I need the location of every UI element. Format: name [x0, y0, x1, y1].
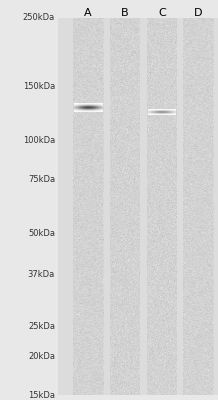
- Text: 50kDa: 50kDa: [28, 229, 55, 238]
- Bar: [183, 18, 213, 395]
- Bar: [147, 18, 177, 395]
- Text: 100kDa: 100kDa: [23, 136, 55, 145]
- Text: C: C: [158, 8, 166, 18]
- Text: 75kDa: 75kDa: [28, 175, 55, 184]
- Bar: [58, 18, 218, 395]
- Text: 25kDa: 25kDa: [28, 322, 55, 331]
- Text: D: D: [194, 8, 202, 18]
- Bar: [73, 18, 103, 395]
- Text: 250kDa: 250kDa: [23, 14, 55, 22]
- Text: 150kDa: 150kDa: [23, 82, 55, 91]
- Text: 37kDa: 37kDa: [28, 270, 55, 278]
- Text: 15kDa: 15kDa: [28, 390, 55, 400]
- Bar: [110, 18, 140, 395]
- Text: 20kDa: 20kDa: [28, 352, 55, 361]
- Text: A: A: [84, 8, 92, 18]
- Text: B: B: [121, 8, 129, 18]
